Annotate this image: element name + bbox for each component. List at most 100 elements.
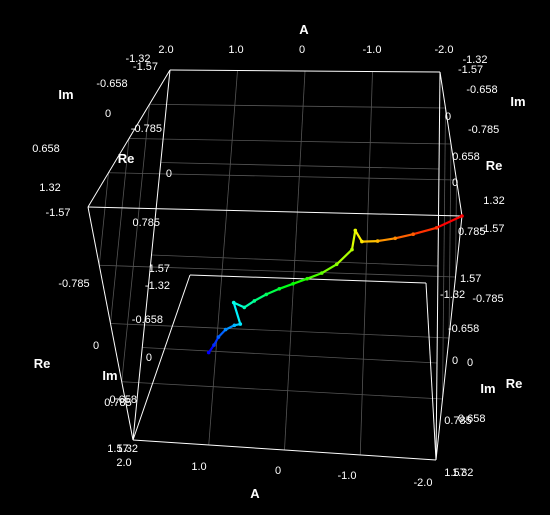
- tick-label-im-left: 1.32: [39, 182, 60, 194]
- grid-line: [359, 71, 373, 456]
- tick-label-im-lower-right: 1.32: [452, 467, 473, 479]
- curve-segment: [278, 282, 295, 290]
- grid-layer: [98, 70, 457, 456]
- curve-point: [360, 239, 364, 244]
- curve-point: [320, 271, 324, 275]
- curve-segment: [306, 272, 323, 280]
- frame-edge: [87, 206, 134, 441]
- axis-title-re-right: Re: [486, 158, 503, 173]
- curve-point: [231, 300, 236, 305]
- frame-edge: [132, 274, 191, 441]
- tick-label-im-lower-left: 1.32: [117, 443, 138, 455]
- grid-line: [110, 323, 450, 339]
- curve-segment: [394, 233, 415, 240]
- grid-line: [151, 254, 439, 267]
- tick-label-re-outer-right: -0.785: [472, 293, 503, 305]
- tick-label-re-right: 0.785: [458, 226, 486, 238]
- tick-label-re-outer-left: 1.57: [107, 443, 128, 455]
- curve-point: [206, 350, 211, 355]
- tick-label-im-lower-right: 0.658: [458, 413, 486, 425]
- curve-point: [242, 305, 247, 310]
- tick-label-im-lower-left: -0.658: [132, 314, 163, 326]
- grid-line: [99, 264, 456, 278]
- curve-segment: [265, 287, 281, 296]
- tick-label-re-outer-left: -1.57: [45, 207, 70, 219]
- tick-label-a-top: 2.0: [158, 44, 173, 56]
- tick-label-im-right: -0.658: [466, 84, 497, 96]
- curve-segment: [376, 237, 397, 243]
- tick-label-im-left: 0.658: [32, 143, 60, 155]
- tick-label-re-left: 0: [166, 168, 172, 180]
- tick-label-re-outer-right: 1.57: [444, 467, 465, 479]
- tick-label-im-lower-left: 0.658: [109, 394, 137, 406]
- tick-label-re-right: -1.57: [458, 64, 483, 76]
- curve-point: [264, 292, 269, 297]
- curve-point: [252, 299, 257, 303]
- frame-edge: [87, 69, 171, 208]
- frame-edge: [435, 215, 463, 461]
- frame-edge: [425, 282, 437, 461]
- tick-label-re-outer-right: -1.57: [479, 223, 504, 235]
- curve-point: [434, 226, 439, 230]
- curve-point: [334, 262, 339, 267]
- tick-label-re-outer-left: 0: [93, 340, 99, 352]
- curve-point: [305, 276, 310, 281]
- tick-label-re-left: 1.57: [149, 263, 170, 275]
- grid-line: [110, 138, 130, 324]
- curve-segment: [360, 240, 379, 243]
- tick-label-im-lower-left: 0: [146, 352, 152, 364]
- axis-title-re-lower-left: Re: [34, 356, 51, 371]
- frame-edge: [132, 69, 171, 441]
- curve-point: [212, 343, 216, 347]
- tick-label-re-right: 0: [452, 177, 458, 189]
- curve-segment: [354, 229, 363, 243]
- box-frame: [87, 69, 463, 461]
- curve-point: [393, 236, 398, 241]
- grid-line: [128, 138, 452, 145]
- grid-line: [442, 107, 446, 400]
- grid-line: [121, 381, 443, 400]
- tick-label-re-outer-left: -0.785: [58, 278, 89, 290]
- frame-edge: [169, 69, 441, 73]
- tick-label-im-left: 0: [105, 108, 111, 120]
- tick-label-re-outer-right: 0.785: [444, 415, 472, 427]
- axis-title-im-lower-right: Im: [480, 381, 495, 396]
- curve-segment: [253, 293, 268, 302]
- axis-title-im-right: Im: [510, 94, 525, 109]
- curve-segment: [350, 229, 357, 251]
- tick-label-re-left: -0.785: [131, 123, 162, 135]
- tick-label-a-top: -1.0: [363, 44, 382, 56]
- frame-edge: [87, 206, 463, 217]
- curve-point: [238, 322, 243, 326]
- tick-label-re-left: -1.57: [133, 61, 158, 73]
- curve-segment: [243, 299, 256, 309]
- tick-label-im-right: -1.32: [462, 54, 487, 66]
- tick-label-im-right: 0: [445, 111, 451, 123]
- tick-label-a-top: -2.0: [435, 44, 454, 56]
- tick-label-re-outer-right: 0: [467, 357, 473, 369]
- curve-point: [350, 247, 354, 252]
- curve-point: [460, 214, 464, 218]
- grid-line: [149, 103, 446, 109]
- tick-label-im-lower-right: -1.32: [440, 289, 465, 301]
- grid-line: [448, 143, 452, 339]
- tick-label-im-lower-right: 0: [452, 355, 458, 367]
- curve-point: [216, 335, 221, 339]
- axis-title-re-lower-right: Re: [506, 376, 523, 391]
- tick-labels: 2.0 1.0 0 -1.0 -2.0 2.0 1.0 0 -1.0 -2.0 -1.57 -0.78…: [32, 22, 525, 501]
- data-curve: [206, 214, 464, 355]
- curve-segment: [335, 248, 354, 266]
- curve-point: [223, 327, 228, 332]
- curve-point: [353, 228, 358, 233]
- curve-point: [375, 239, 380, 243]
- frame-edge: [435, 71, 441, 461]
- tick-label-a-bottom: -1.0: [338, 470, 357, 482]
- grid-line: [142, 347, 438, 364]
- tick-label-a-bottom: -2.0: [414, 477, 433, 489]
- frame-edge: [439, 71, 463, 217]
- curve-segment: [232, 301, 242, 326]
- curve-segment: [320, 263, 338, 275]
- curve-point: [291, 282, 295, 286]
- frame-edge: [132, 439, 437, 461]
- tick-label-a-bottom: 2.0: [116, 457, 131, 469]
